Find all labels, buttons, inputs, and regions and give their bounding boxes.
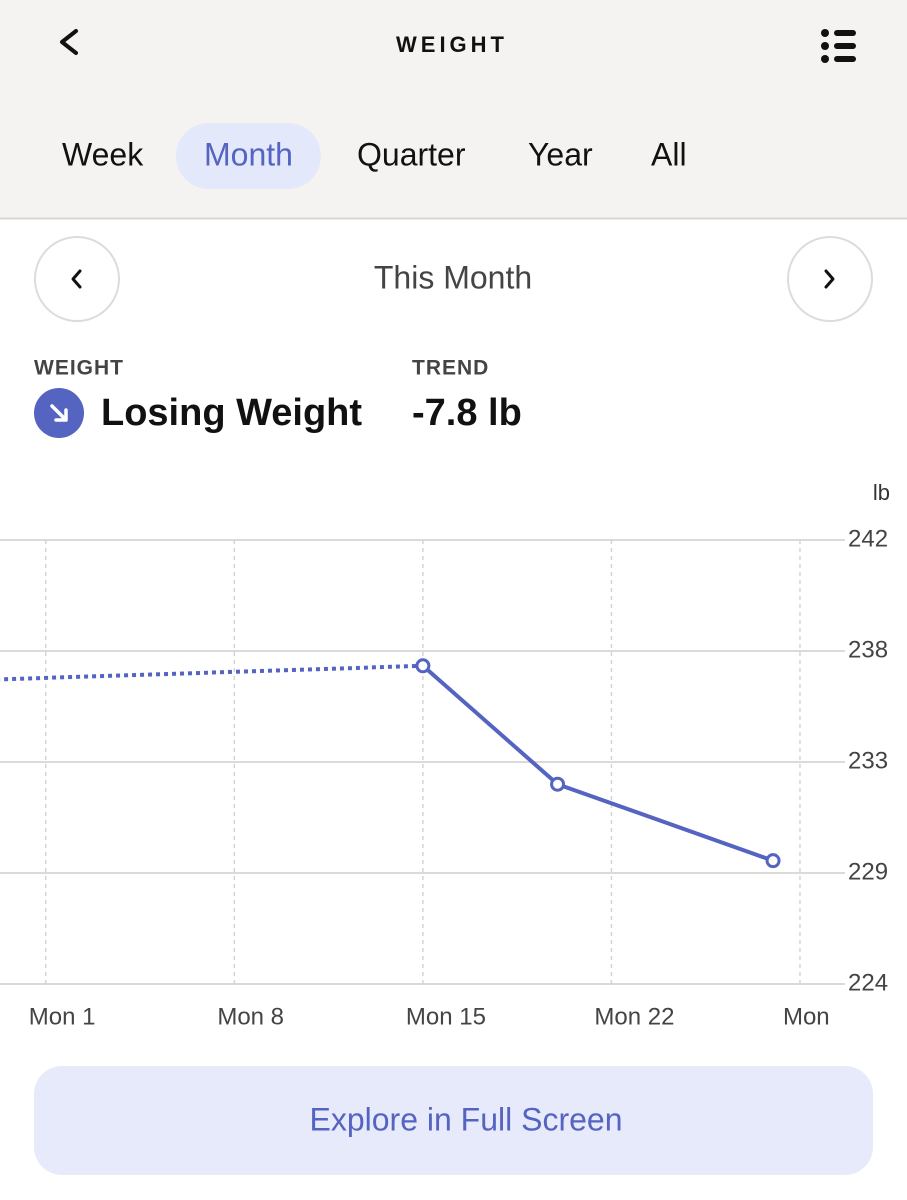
x-tick-label: Mon xyxy=(783,1003,830,1030)
stat-label: TREND xyxy=(412,357,489,380)
tab-bar: Week Month Quarter Year All xyxy=(62,123,687,189)
menu-button[interactable] xyxy=(821,29,856,63)
tab[interactable]: Week xyxy=(62,136,144,172)
trend-arrow xyxy=(50,404,68,422)
data-point xyxy=(415,658,431,674)
data-point xyxy=(765,853,781,869)
trend-line-extension xyxy=(0,663,423,682)
data-point xyxy=(550,776,566,792)
y-axis-unit: lb xyxy=(873,480,890,505)
period-label: This Month xyxy=(374,259,532,295)
chart: lb 224 229 233 238 242 Mon 1 Mon 8 Mon 15 Mon 22… xyxy=(0,480,890,1030)
next-icon xyxy=(824,269,835,289)
data-line xyxy=(421,664,774,863)
header-background xyxy=(0,0,907,218)
x-tick-label: Mon 1 xyxy=(29,1003,96,1030)
page-title: WEIGHT xyxy=(396,32,508,57)
stat-label: WEIGHT xyxy=(34,357,124,380)
y-tick-label: 229 xyxy=(848,858,888,885)
explore-button[interactable] xyxy=(34,1066,873,1175)
back-button[interactable] xyxy=(60,29,78,55)
previous-period-button[interactable] xyxy=(34,236,120,322)
y-tick-label: 238 xyxy=(848,636,888,663)
y-tick-label: 224 xyxy=(848,969,888,996)
next-period-button[interactable] xyxy=(787,236,873,322)
tab[interactable]: Month xyxy=(204,136,293,172)
x-tick-label: Mon 22 xyxy=(594,1003,674,1030)
x-tick-label: Mon 15 xyxy=(406,1003,486,1030)
explore-button-label: Explore in Full Screen xyxy=(309,1101,622,1137)
stat-value: -7.8 lb xyxy=(412,392,522,434)
x-tick-label: Mon 8 xyxy=(217,1003,284,1030)
active-tab-pill xyxy=(176,123,321,189)
previous-icon xyxy=(71,269,82,289)
tab[interactable]: All xyxy=(651,136,687,172)
tab[interactable]: Year xyxy=(528,136,593,172)
y-tick-label: 242 xyxy=(848,525,888,552)
y-tick-label: 233 xyxy=(848,747,888,774)
stat-value: Losing Weight xyxy=(101,392,362,434)
tab[interactable]: Quarter xyxy=(357,136,466,172)
